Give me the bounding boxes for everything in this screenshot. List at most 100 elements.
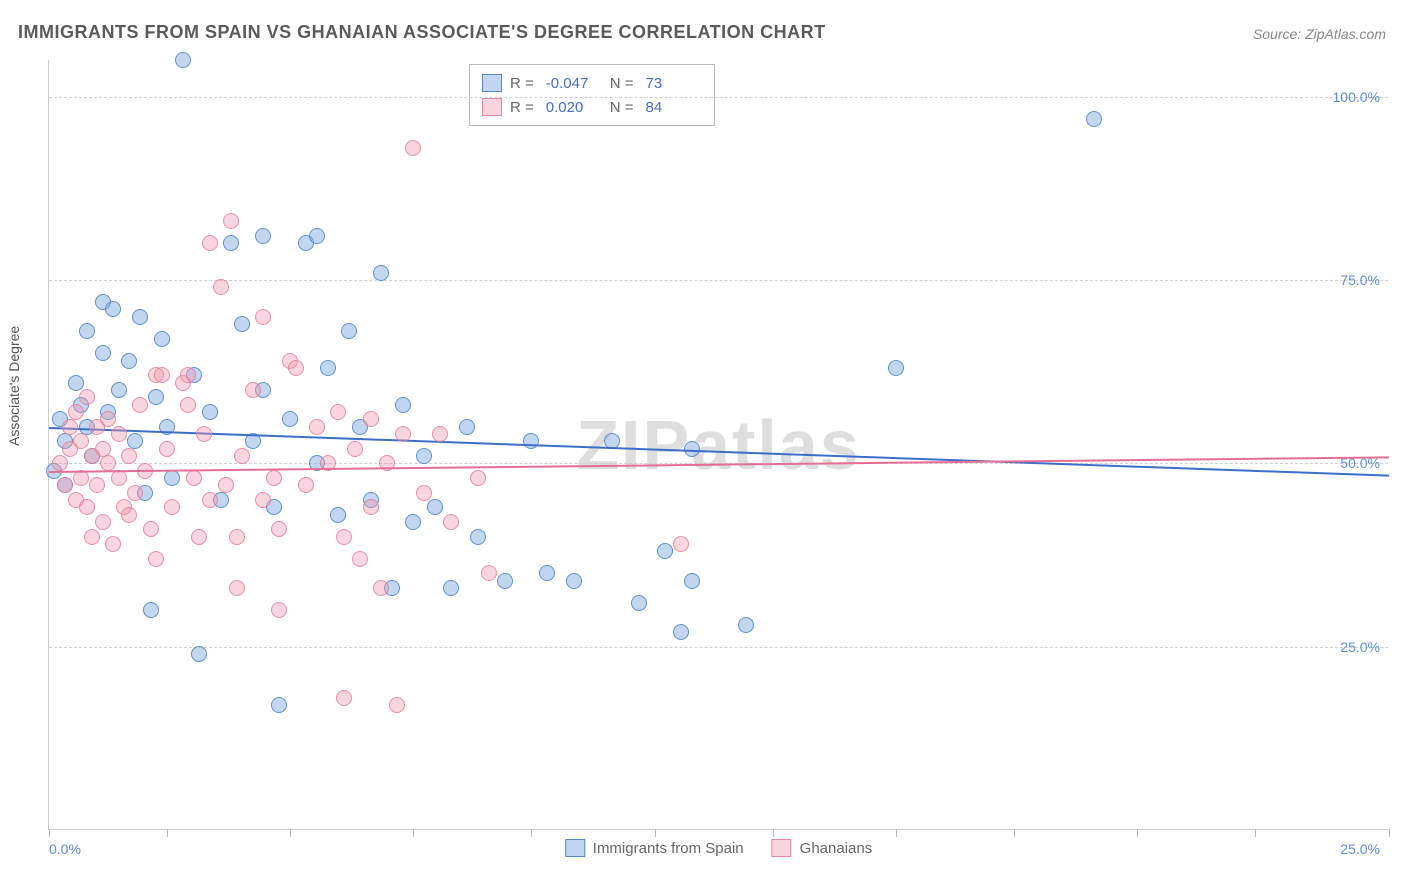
r-value: -0.047 xyxy=(546,75,602,92)
gridline-h xyxy=(49,97,1388,98)
scatter-point xyxy=(218,477,234,493)
scatter-point xyxy=(363,411,379,427)
x-tick xyxy=(1137,829,1138,837)
scatter-point xyxy=(68,375,84,391)
scatter-point xyxy=(154,367,170,383)
r-label: R = xyxy=(510,99,534,116)
x-tick xyxy=(290,829,291,837)
scatter-point xyxy=(245,382,261,398)
scatter-point xyxy=(127,485,143,501)
legend-label: Ghanaians xyxy=(800,840,873,857)
x-tick xyxy=(655,829,656,837)
source-text: Source: ZipAtlas.com xyxy=(1253,26,1386,42)
scatter-point xyxy=(84,529,100,545)
scatter-point xyxy=(336,690,352,706)
scatter-point xyxy=(154,331,170,347)
x-axis-start-label: 0.0% xyxy=(49,841,81,857)
scatter-point xyxy=(539,565,555,581)
scatter-point xyxy=(309,228,325,244)
scatter-point xyxy=(320,360,336,376)
scatter-point xyxy=(631,595,647,611)
n-label: N = xyxy=(610,99,634,116)
n-label: N = xyxy=(610,75,634,92)
scatter-point xyxy=(352,551,368,567)
scatter-point xyxy=(234,448,250,464)
scatter-point xyxy=(405,514,421,530)
scatter-point xyxy=(481,565,497,581)
scatter-point xyxy=(363,499,379,515)
legend-label: Immigrants from Spain xyxy=(593,840,744,857)
x-tick xyxy=(49,829,50,837)
scatter-point xyxy=(336,529,352,545)
scatter-point xyxy=(73,433,89,449)
scatter-point xyxy=(566,573,582,589)
y-tick-label: 25.0% xyxy=(1340,639,1380,655)
scatter-point xyxy=(673,536,689,552)
scatter-point xyxy=(79,323,95,339)
scatter-point xyxy=(62,419,78,435)
scatter-point xyxy=(416,448,432,464)
scatter-point xyxy=(271,697,287,713)
scatter-point xyxy=(684,441,700,457)
series-legend: Immigrants from Spain Ghanaians xyxy=(565,839,872,857)
scatter-point xyxy=(95,345,111,361)
scatter-point xyxy=(443,580,459,596)
scatter-point xyxy=(405,140,421,156)
x-tick xyxy=(896,829,897,837)
scatter-point xyxy=(202,235,218,251)
y-tick-label: 100.0% xyxy=(1333,89,1380,105)
scatter-point xyxy=(105,536,121,552)
scatter-point xyxy=(202,404,218,420)
scatter-point xyxy=(111,470,127,486)
scatter-point xyxy=(373,580,389,596)
scatter-point xyxy=(196,426,212,442)
legend-row-spain: R = -0.047 N = 73 xyxy=(482,71,702,95)
scatter-point xyxy=(497,573,513,589)
scatter-point xyxy=(148,389,164,405)
scatter-point xyxy=(389,697,405,713)
scatter-point xyxy=(95,514,111,530)
scatter-point xyxy=(271,602,287,618)
scatter-point xyxy=(459,419,475,435)
scatter-point xyxy=(100,455,116,471)
scatter-point xyxy=(132,309,148,325)
scatter-point xyxy=(100,411,116,427)
scatter-point xyxy=(255,309,271,325)
gridline-h xyxy=(49,280,1388,281)
scatter-point xyxy=(57,477,73,493)
swatch-icon xyxy=(482,74,502,92)
scatter-point xyxy=(673,624,689,640)
chart-container: IMMIGRANTS FROM SPAIN VS GHANAIAN ASSOCI… xyxy=(0,0,1406,892)
x-tick xyxy=(413,829,414,837)
scatter-point xyxy=(373,265,389,281)
scatter-point xyxy=(470,470,486,486)
x-tick xyxy=(773,829,774,837)
scatter-point xyxy=(395,426,411,442)
swatch-icon xyxy=(482,98,502,116)
x-axis-end-label: 25.0% xyxy=(1340,841,1380,857)
scatter-point xyxy=(888,360,904,376)
scatter-point xyxy=(309,419,325,435)
swatch-icon xyxy=(772,839,792,857)
scatter-point xyxy=(657,543,673,559)
scatter-point xyxy=(164,499,180,515)
scatter-point xyxy=(191,529,207,545)
scatter-point xyxy=(341,323,357,339)
scatter-point xyxy=(255,228,271,244)
scatter-point xyxy=(127,433,143,449)
y-axis-title: Associate's Degree xyxy=(6,326,22,446)
legend-item-ghanaians: Ghanaians xyxy=(772,839,873,857)
r-value: 0.020 xyxy=(546,99,602,116)
scatter-point xyxy=(132,397,148,413)
scatter-point xyxy=(186,470,202,486)
x-tick xyxy=(531,829,532,837)
scatter-point xyxy=(52,455,68,471)
r-label: R = xyxy=(510,75,534,92)
x-tick xyxy=(1014,829,1015,837)
scatter-point xyxy=(432,426,448,442)
scatter-point xyxy=(121,507,137,523)
scatter-point xyxy=(121,353,137,369)
scatter-point xyxy=(255,492,271,508)
gridline-h xyxy=(49,647,1388,648)
scatter-point xyxy=(523,433,539,449)
